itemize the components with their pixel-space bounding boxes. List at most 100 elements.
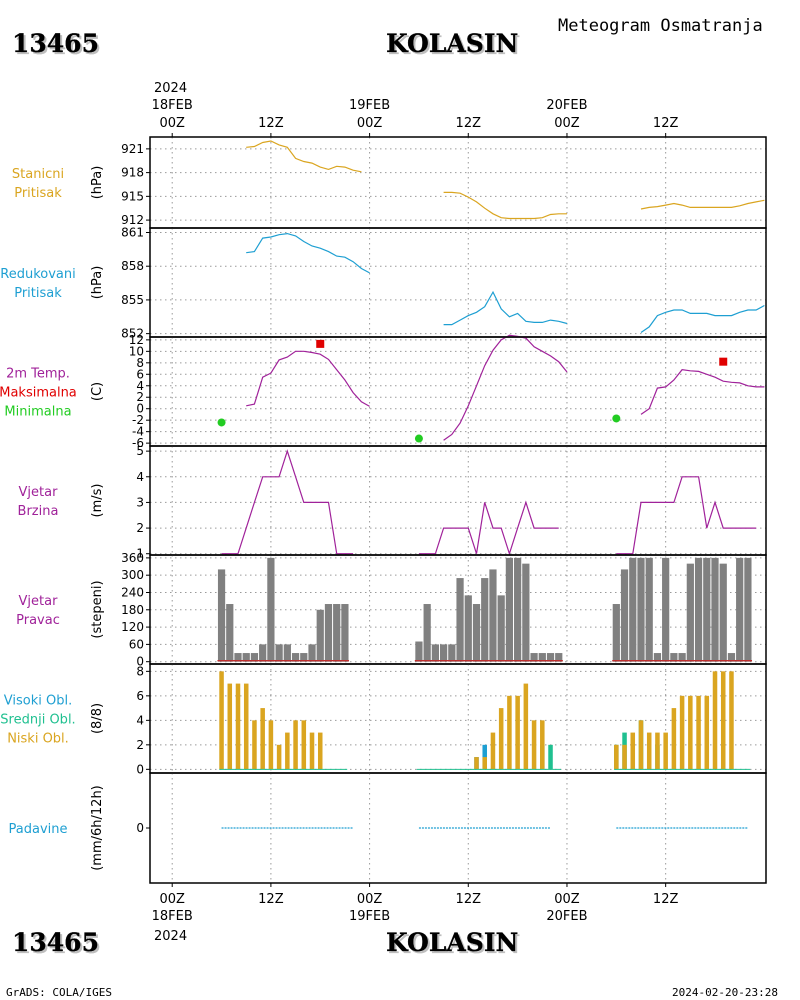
direction-bar	[546, 653, 555, 662]
y-tick-label: 2	[136, 521, 144, 535]
station-name-shadow: KOLASIN	[388, 31, 520, 60]
bottom-time-label: 00Z	[159, 892, 185, 907]
panel-label: Stanicni	[12, 167, 64, 182]
cloud-bar	[679, 695, 685, 770]
y-tick-label: 8	[136, 356, 144, 370]
direction-bar	[472, 604, 481, 662]
cloud-bar	[252, 720, 257, 770]
direction-bar	[522, 563, 530, 662]
direction-bar	[612, 604, 620, 662]
top-year: 2024	[154, 81, 187, 96]
cloud-bar	[622, 744, 627, 770]
direction-bar	[744, 557, 752, 662]
direction-bar	[448, 644, 456, 662]
y-tick-label: 240	[121, 585, 144, 599]
panel-1: 912 915 918 921 Stanicni Pritisak (hPa)	[12, 136, 767, 229]
panel-label: Maksimalna	[0, 386, 77, 401]
footer-station-id-shadow: 13465	[14, 930, 101, 959]
cloud-bar	[268, 720, 274, 770]
direction-bar	[736, 557, 744, 662]
y-tick-label: 861	[121, 225, 144, 239]
cloud-bar	[260, 708, 265, 770]
panel-label: Vjetar	[19, 594, 59, 609]
cloud-bar	[655, 732, 660, 770]
cloud-bar	[227, 683, 233, 770]
unit-label: (hPa)	[90, 166, 105, 200]
y-tick-label: 915	[121, 189, 144, 203]
panel-4: 1 2 3 4 5 Vjetar Brzina (m/s)	[18, 444, 767, 561]
y-tick-label: 918	[121, 166, 144, 180]
series-line	[221, 449, 354, 555]
cloud-bar	[688, 695, 693, 770]
direction-bar	[324, 604, 333, 662]
panel-label: Pravac	[16, 613, 60, 628]
y-tick-label: 10	[129, 344, 144, 358]
direction-bar	[620, 569, 629, 662]
cloud-bar	[219, 671, 224, 770]
top-time-label: 12Z	[258, 116, 284, 131]
direction-bar	[703, 557, 711, 662]
y-tick-label: 852	[121, 327, 144, 341]
station-id-shadow: 13465	[14, 31, 101, 60]
y-tick-label: -6	[132, 436, 144, 450]
y-tick-label: 858	[121, 259, 144, 273]
top-time-label: 12Z	[653, 116, 679, 131]
y-tick-label: 0	[136, 402, 144, 416]
y-tick-label: 4	[136, 379, 144, 393]
y-tick-label: 360	[121, 551, 144, 565]
direction-bar	[300, 653, 308, 662]
cloud-bar	[614, 744, 619, 770]
panel-label: Visoki Obl.	[4, 694, 72, 709]
panel-label: Pritisak	[14, 186, 62, 201]
y-tick-label: 300	[121, 568, 144, 582]
y-tick-label: 5	[136, 444, 144, 458]
credit: GrADS: COLA/IGES	[6, 986, 112, 999]
series-line	[246, 232, 370, 274]
direction-bar	[431, 644, 439, 662]
unit-label: (8/8)	[90, 703, 105, 734]
direction-bar	[719, 563, 727, 662]
direction-bar	[670, 653, 678, 662]
direction-bar	[291, 653, 300, 662]
top-time-label: 00Z	[159, 116, 185, 131]
direction-bar	[415, 641, 423, 662]
panel-label: Niski Obl.	[7, 732, 69, 747]
cloud-bar	[507, 695, 512, 770]
cloud-bar	[638, 720, 644, 770]
station-id: 13465	[12, 29, 99, 58]
cloud-bar	[301, 720, 307, 770]
series-line	[640, 369, 765, 415]
direction-bar	[489, 569, 497, 662]
series-line	[640, 199, 765, 210]
bottom-date-label: 19FEB	[349, 909, 390, 924]
direction-bar	[629, 557, 637, 662]
top-date-label: 20FEB	[546, 98, 587, 113]
top-time-label: 00Z	[357, 116, 383, 131]
unit-label: (stepeni)	[90, 580, 105, 638]
top-time-label: 12Z	[456, 116, 482, 131]
series-line	[246, 140, 362, 173]
cloud-bar	[309, 732, 315, 770]
direction-bar	[505, 557, 514, 662]
meteogram-subtitle: Meteogram Osmatranja	[558, 16, 763, 36]
cloud-bar	[285, 732, 290, 770]
direction-bar	[456, 578, 464, 662]
direction-bar	[645, 557, 653, 662]
direction-bar	[464, 595, 472, 662]
y-tick-label: 0	[136, 821, 144, 835]
station-name: KOLASIN	[386, 29, 518, 58]
panel-label: Vjetar	[19, 485, 59, 500]
y-tick-label: 12	[129, 333, 144, 347]
y-tick-label: 8	[136, 664, 144, 678]
unit-label: (mm/6h/12h)	[90, 785, 105, 871]
cloud-bar	[490, 732, 496, 770]
panel-7: 0 Padavine (mm/6h/12h)	[9, 772, 767, 884]
y-tick-label: 3	[136, 495, 144, 509]
max-temp-point	[316, 339, 325, 348]
bottom-time-label: 00Z	[357, 892, 383, 907]
bottom-date-label: 20FEB	[546, 909, 587, 924]
cloud-bar	[646, 732, 652, 770]
panel-2: 852 855 858 861 Redukovani Pritisak (hPa)	[0, 225, 767, 341]
